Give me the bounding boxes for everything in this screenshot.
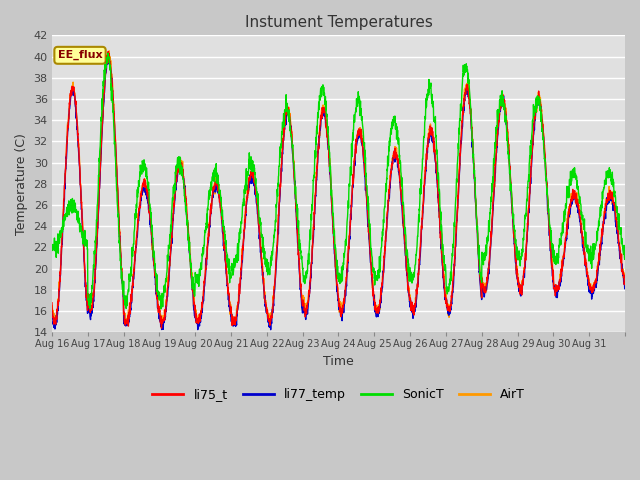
Y-axis label: Temperature (C): Temperature (C) bbox=[15, 133, 28, 235]
AirT bbox=[614, 219, 621, 225]
SonicT bbox=[48, 244, 56, 250]
SonicT bbox=[614, 209, 621, 215]
li75_t bbox=[106, 55, 113, 60]
AirT bbox=[374, 306, 381, 312]
li77_temp bbox=[621, 285, 629, 290]
li75_t bbox=[230, 322, 237, 327]
Line: SonicT: SonicT bbox=[52, 53, 625, 309]
AirT bbox=[48, 308, 56, 313]
X-axis label: Time: Time bbox=[323, 355, 354, 368]
Line: AirT: AirT bbox=[52, 51, 625, 326]
SonicT bbox=[104, 50, 112, 56]
Text: EE_flux: EE_flux bbox=[58, 50, 102, 60]
li77_temp bbox=[48, 311, 56, 317]
AirT bbox=[106, 56, 113, 62]
SonicT bbox=[621, 248, 629, 254]
SonicT bbox=[374, 277, 381, 283]
li75_t bbox=[157, 325, 165, 331]
li75_t bbox=[104, 48, 112, 54]
AirT bbox=[512, 254, 520, 260]
li77_temp bbox=[229, 322, 237, 327]
li77_temp bbox=[104, 56, 112, 61]
li75_t bbox=[48, 300, 56, 306]
AirT bbox=[621, 276, 629, 282]
li75_t bbox=[544, 197, 552, 203]
li77_temp bbox=[374, 310, 381, 315]
SonicT bbox=[544, 197, 552, 203]
Line: li75_t: li75_t bbox=[52, 51, 625, 328]
Title: Instument Temperatures: Instument Temperatures bbox=[244, 15, 433, 30]
Legend: li75_t, li77_temp, SonicT, AirT: li75_t, li77_temp, SonicT, AirT bbox=[147, 383, 530, 406]
li75_t bbox=[614, 227, 621, 232]
AirT bbox=[544, 200, 552, 205]
AirT bbox=[230, 316, 237, 322]
li75_t bbox=[512, 256, 520, 262]
SonicT bbox=[230, 270, 237, 276]
SonicT bbox=[106, 55, 113, 60]
li77_temp bbox=[512, 260, 520, 265]
AirT bbox=[106, 48, 113, 54]
AirT bbox=[157, 323, 165, 329]
li77_temp bbox=[614, 231, 621, 237]
li77_temp bbox=[267, 327, 275, 333]
li77_temp bbox=[106, 61, 113, 67]
SonicT bbox=[157, 306, 164, 312]
Line: li77_temp: li77_temp bbox=[52, 59, 625, 330]
li75_t bbox=[374, 307, 381, 312]
SonicT bbox=[512, 238, 520, 244]
li77_temp bbox=[544, 202, 552, 208]
li75_t bbox=[621, 282, 629, 288]
